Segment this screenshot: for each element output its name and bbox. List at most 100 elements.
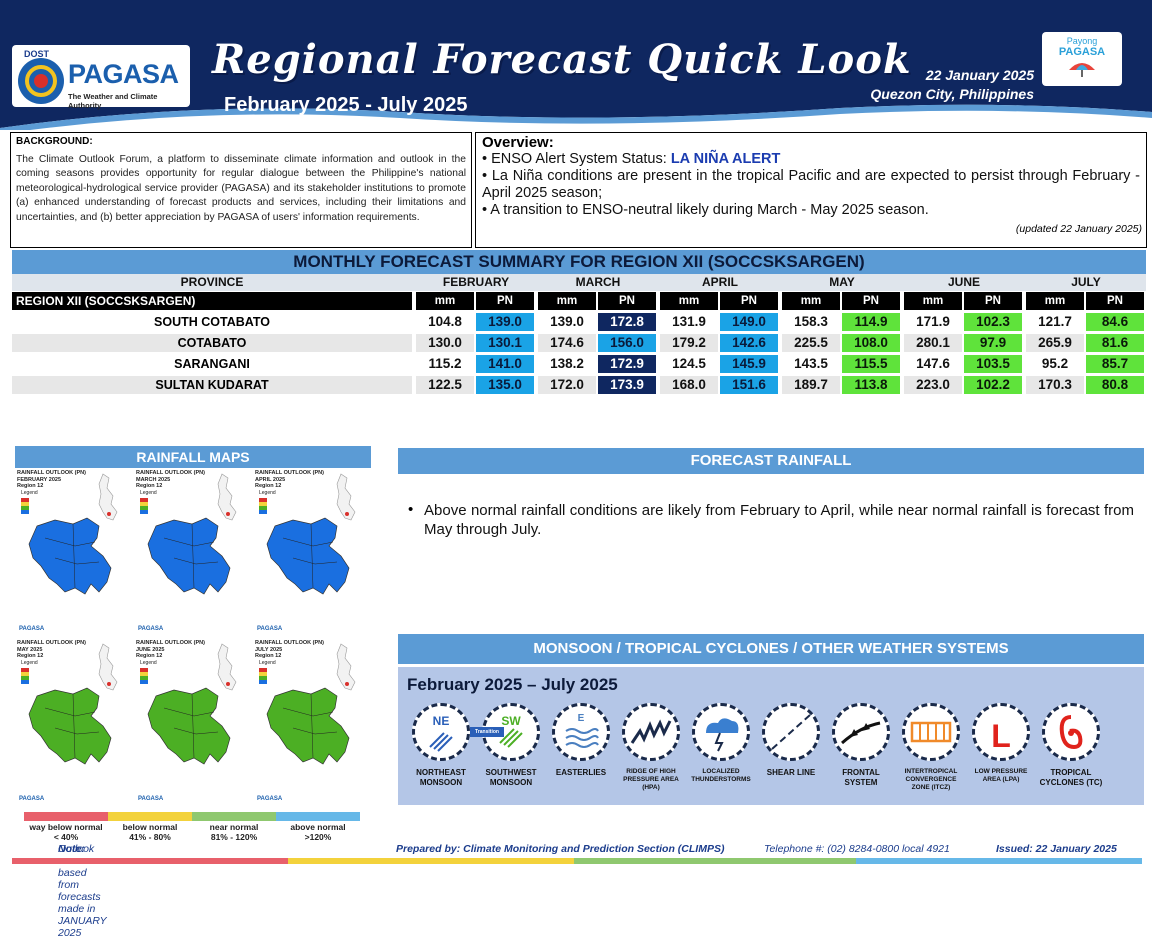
scale-range: < 40% bbox=[53, 832, 79, 842]
scale-range: 41% - 80% bbox=[129, 832, 171, 842]
rainfall-map-header: RAINFALL OUTLOOK (PN) JUNE 2025 Region 12 bbox=[136, 640, 205, 659]
pn-value: 102.3 bbox=[964, 313, 1022, 331]
scale-swatch bbox=[276, 812, 360, 821]
region-map-shape bbox=[28, 473, 118, 595]
rainfall-map-footer: PAGASA bbox=[19, 796, 45, 802]
weather-system-name: LOCALIZED THUNDERSTORMS bbox=[691, 768, 751, 783]
mm-subheader: mm bbox=[416, 292, 474, 310]
weather-system-item: RIDGE OF HIGH PRESSURE AREA (HPA) bbox=[616, 703, 686, 792]
pn-value: 81.6 bbox=[1086, 334, 1144, 352]
issue-place: Quezon City, Philippines bbox=[870, 86, 1034, 102]
scale-label: below normal bbox=[122, 822, 178, 832]
pn-value: 102.2 bbox=[964, 376, 1022, 394]
umbrella-icon bbox=[1069, 63, 1095, 77]
rainfall-map: RAINFALL OUTLOOK (PN) APRIL 2025 Region 12… bbox=[253, 468, 371, 634]
weather-system-name: INTERTROPICAL CONVERGENCE ZONE (ITCZ) bbox=[904, 768, 958, 791]
mm-value: 115.2 bbox=[428, 356, 462, 371]
weather-system-item: INTERTROPICAL CONVERGENCE ZONE (ITCZ) bbox=[896, 703, 966, 792]
weather-systems-period: February 2025 – July 2025 bbox=[407, 675, 618, 694]
province-name: SULTAN KUDARAT bbox=[12, 376, 412, 394]
pn-value: 172.9 bbox=[598, 355, 656, 373]
pn-value: 103.5 bbox=[964, 355, 1022, 373]
weather-system-item: LOCALIZED THUNDERSTORMS bbox=[686, 703, 756, 784]
mm-value: 147.6 bbox=[916, 356, 950, 371]
pn-value: 80.8 bbox=[1086, 376, 1144, 394]
rainfall-map-footer: PAGASA bbox=[257, 626, 283, 632]
rainfall-map: RAINFALL OUTLOOK (PN) FEBRUARY 2025 Region… bbox=[15, 468, 133, 634]
scale-swatch bbox=[192, 812, 276, 821]
summary-title: MONTHLY FORECAST SUMMARY FOR REGION XII … bbox=[12, 250, 1146, 274]
mm-value: 280.1 bbox=[904, 334, 962, 352]
rainfall-map-legend-swatches bbox=[21, 668, 31, 684]
rainfall-map-footer: PAGASA bbox=[257, 796, 283, 802]
weather-system-item: NE NORTHEAST MONSOON bbox=[406, 703, 476, 788]
agency-name: PAGASA bbox=[68, 59, 179, 89]
enso-status-label: • ENSO Alert System Status: bbox=[482, 151, 671, 167]
province-name: SARANGANI bbox=[174, 357, 250, 371]
mm-value: 138.2 bbox=[550, 356, 584, 371]
rainfall-map-header: RAINFALL OUTLOOK (PN) MARCH 2025 Region 12 bbox=[136, 470, 205, 489]
rainfall-map-legend: Legend bbox=[21, 660, 38, 666]
footer-issued: Issued: 22 January 2025 bbox=[996, 843, 1117, 855]
pn-value: 173.9 bbox=[598, 376, 656, 394]
rainfall-map: RAINFALL OUTLOOK (PN) JULY 2025 Region 12 L… bbox=[253, 638, 371, 804]
pn-value: 141.0 bbox=[476, 355, 534, 373]
mm-value: 122.5 bbox=[416, 376, 474, 394]
pn-value: 156.0 bbox=[598, 334, 656, 352]
month-header: APRIL bbox=[702, 275, 738, 289]
mm-value: 121.7 bbox=[1038, 314, 1072, 329]
mm-value: 168.0 bbox=[660, 376, 718, 394]
header-banner bbox=[0, 0, 1152, 130]
mm-subheader: mm bbox=[782, 292, 840, 310]
scale-label: way below normal bbox=[29, 822, 103, 832]
background-section: BACKGROUND: The Climate Outlook Forum, a… bbox=[10, 132, 472, 248]
mm-value: 265.9 bbox=[1026, 334, 1084, 352]
mm-subheader: mm bbox=[538, 292, 596, 310]
background-text: The Climate Outlook Forum, a platform to… bbox=[16, 154, 466, 223]
scale-label: near normal bbox=[209, 822, 259, 832]
enso-status-line: • ENSO Alert System Status: LA NIÑA ALER… bbox=[482, 151, 1140, 168]
pn-subheader: PN bbox=[720, 292, 778, 310]
pn-value: 113.8 bbox=[842, 376, 900, 394]
mm-subheader: mm bbox=[660, 292, 718, 310]
mm-value: 179.2 bbox=[660, 334, 718, 352]
svg-text:L: L bbox=[991, 718, 1011, 754]
bottom-bar-segment bbox=[288, 858, 574, 864]
forecast-rainfall-title: FORECAST RAINFALL bbox=[398, 448, 1144, 474]
pn-value: 114.9 bbox=[842, 313, 900, 331]
rainfall-map-footer: PAGASA bbox=[138, 796, 164, 802]
payong-pagasa-logo: Payong PAGASA bbox=[1042, 32, 1122, 86]
overview-line-2: • La Niña conditions are present in the … bbox=[482, 168, 1140, 201]
svg-text:E: E bbox=[578, 713, 585, 724]
overview-line-3: • A transition to ENSO-neutral likely du… bbox=[482, 202, 929, 218]
province-header: PROVINCE bbox=[180, 275, 244, 289]
pn-value: 108.0 bbox=[842, 334, 900, 352]
issue-date: 22 January 2025 bbox=[925, 67, 1034, 83]
pn-subheader: PN bbox=[476, 292, 534, 310]
weather-system-item: FRONTAL SYSTEM bbox=[826, 703, 896, 788]
mm-value: 223.0 bbox=[904, 376, 962, 394]
province-name: SOUTH COTABATO bbox=[154, 315, 270, 329]
region-map-shape bbox=[266, 643, 356, 765]
thunderstorm-icon bbox=[692, 703, 750, 761]
rainfall-maps-title: RAINFALL MAPS bbox=[15, 446, 371, 468]
weather-system-name: SOUTHWEST MONSOON bbox=[485, 768, 537, 787]
scale-swatch bbox=[108, 812, 192, 821]
overview-title: Overview: bbox=[482, 134, 554, 151]
weather-system-item: SHEAR LINE bbox=[756, 703, 826, 778]
mm-value: 130.0 bbox=[416, 334, 474, 352]
mm-value: 124.5 bbox=[672, 356, 706, 371]
pn-value: 97.9 bbox=[964, 334, 1022, 352]
pagasa-seal-icon bbox=[18, 58, 64, 104]
pn-subheader: PN bbox=[842, 292, 900, 310]
pn-value: 142.6 bbox=[720, 334, 778, 352]
pn-value: 139.0 bbox=[476, 313, 534, 331]
mm-value: 139.0 bbox=[550, 314, 584, 329]
overview-updated: (updated 22 January 2025) bbox=[1015, 223, 1142, 235]
weather-system-item: TROPICAL CYCLONES (TC) bbox=[1036, 703, 1106, 788]
itcz-icon bbox=[902, 703, 960, 761]
month-header: JUNE bbox=[947, 275, 980, 289]
pn-value: 115.5 bbox=[842, 355, 900, 373]
rainfall-map-header: RAINFALL OUTLOOK (PN) JULY 2025 Region 12 bbox=[255, 640, 324, 659]
rainfall-map-legend-swatches bbox=[259, 668, 269, 684]
